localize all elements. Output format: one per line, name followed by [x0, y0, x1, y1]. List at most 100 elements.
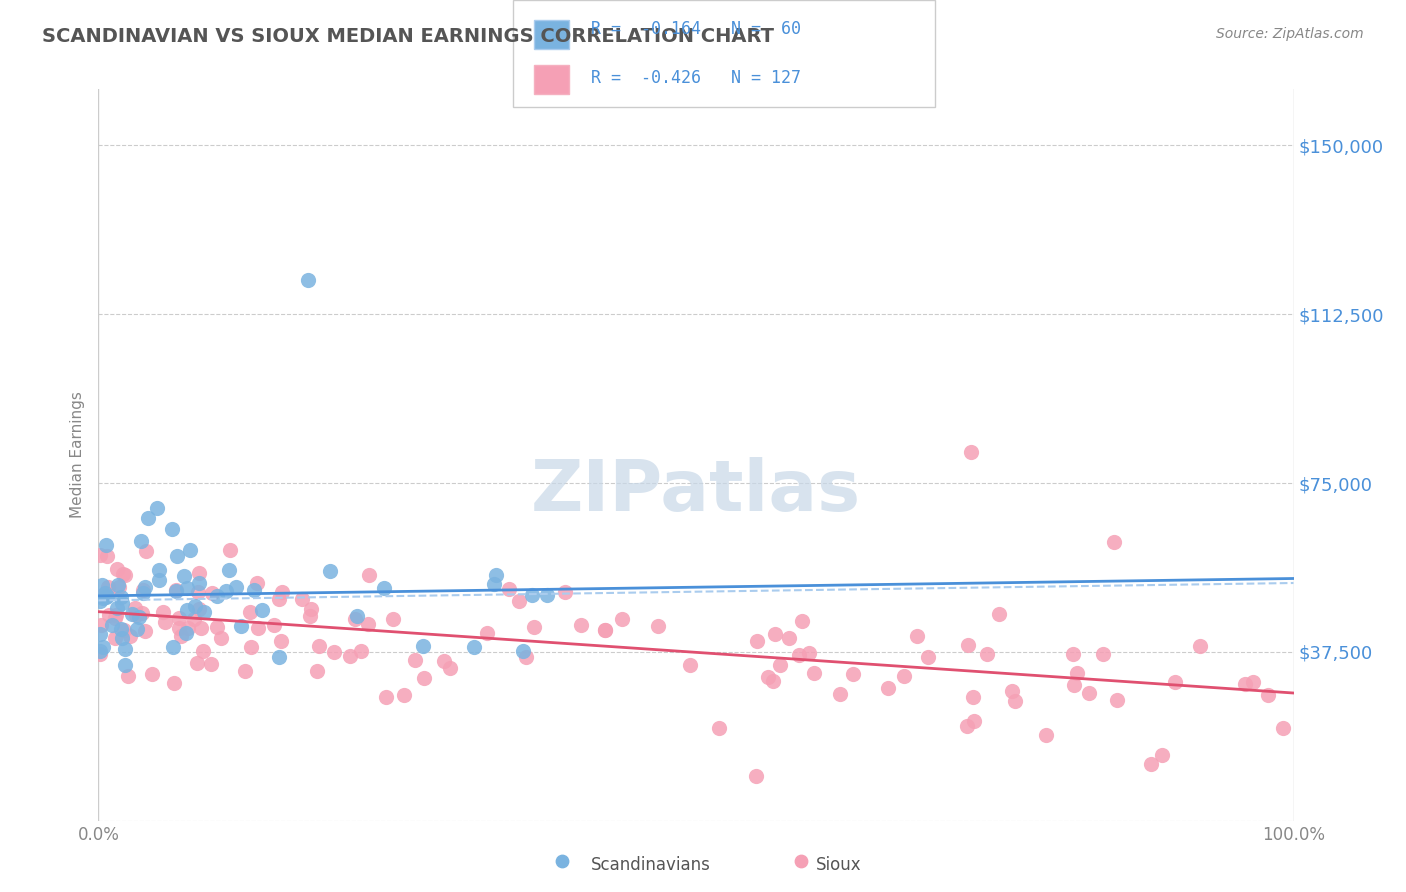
- Point: [1104, 534, 1126, 549]
- Point: [269, 649, 291, 664]
- Point: [166, 549, 188, 563]
- Point: [610, 612, 633, 626]
- Point: [141, 667, 163, 681]
- Point: [111, 566, 134, 581]
- Point: [112, 624, 135, 638]
- Point: [323, 645, 346, 659]
- Point: [955, 719, 977, 733]
- Point: [214, 584, 236, 599]
- Point: [790, 854, 813, 868]
- Point: [512, 644, 534, 658]
- Point: [523, 620, 546, 634]
- Point: [765, 627, 787, 641]
- Point: [412, 639, 434, 653]
- Point: [790, 614, 813, 628]
- Point: [136, 510, 159, 524]
- Point: [94, 590, 117, 604]
- Point: [89, 627, 111, 641]
- Point: [797, 646, 820, 660]
- Point: [187, 584, 209, 599]
- Point: [148, 563, 170, 577]
- Point: [125, 622, 148, 636]
- Point: [100, 617, 122, 632]
- Point: [111, 596, 134, 610]
- Point: [176, 581, 198, 595]
- Point: [520, 588, 543, 602]
- Point: [229, 619, 252, 633]
- Point: [1091, 647, 1114, 661]
- Point: [270, 584, 292, 599]
- Point: [131, 606, 153, 620]
- Point: [167, 621, 190, 635]
- Text: Source: ZipAtlas.com: Source: ZipAtlas.com: [1216, 27, 1364, 41]
- Point: [186, 657, 208, 671]
- Point: [1066, 665, 1088, 680]
- Point: [135, 544, 157, 558]
- Point: [145, 500, 167, 515]
- Point: [987, 607, 1010, 621]
- Text: SCANDINAVIAN VS SIOUX MEDIAN EARNINGS CORRELATION CHART: SCANDINAVIAN VS SIOUX MEDIAN EARNINGS CO…: [42, 27, 775, 45]
- Point: [299, 602, 322, 616]
- Point: [357, 568, 380, 582]
- Point: [1062, 647, 1084, 661]
- Point: [193, 605, 215, 619]
- Point: [207, 589, 229, 603]
- Point: [956, 638, 979, 652]
- Point: [536, 588, 558, 602]
- Text: R =  -0.164   N =  60: R = -0.164 N = 60: [591, 20, 800, 37]
- Point: [94, 586, 117, 600]
- Point: [247, 621, 270, 635]
- Point: [173, 569, 195, 583]
- Point: [433, 654, 456, 668]
- Point: [233, 664, 256, 678]
- Point: [962, 714, 984, 729]
- Point: [153, 615, 176, 630]
- Point: [593, 623, 616, 637]
- Point: [439, 661, 461, 675]
- Point: [1164, 675, 1187, 690]
- Point: [96, 549, 118, 564]
- Point: [252, 603, 274, 617]
- Point: [350, 644, 373, 658]
- Point: [463, 640, 485, 654]
- Point: [756, 670, 779, 684]
- Point: [184, 599, 207, 613]
- Point: [114, 568, 136, 582]
- Point: [394, 688, 416, 702]
- Y-axis label: Median Earnings: Median Earnings: [69, 392, 84, 518]
- Point: [1257, 688, 1279, 702]
- Point: [707, 721, 730, 735]
- Point: [90, 618, 112, 632]
- Point: [485, 567, 508, 582]
- Point: [498, 582, 520, 597]
- Point: [89, 548, 111, 562]
- Point: [745, 769, 768, 783]
- Point: [263, 618, 285, 632]
- Point: [239, 605, 262, 619]
- Point: [551, 854, 574, 868]
- Point: [1000, 684, 1022, 698]
- Point: [209, 631, 232, 645]
- Point: [412, 671, 434, 685]
- Point: [190, 621, 212, 635]
- Point: [105, 600, 128, 615]
- Point: [105, 562, 128, 576]
- Point: [877, 681, 900, 695]
- Point: [94, 538, 117, 552]
- Point: [165, 583, 187, 598]
- Point: [97, 587, 120, 601]
- Point: [134, 580, 156, 594]
- Point: [762, 674, 785, 689]
- Point: [114, 641, 136, 656]
- Point: [679, 657, 702, 672]
- Point: [117, 669, 139, 683]
- Point: [200, 657, 222, 671]
- Point: [148, 573, 170, 587]
- Point: [962, 690, 984, 705]
- Point: [893, 669, 915, 683]
- Point: [778, 631, 800, 645]
- Point: [104, 611, 127, 625]
- Point: [218, 562, 240, 576]
- Point: [298, 609, 321, 624]
- Point: [357, 616, 380, 631]
